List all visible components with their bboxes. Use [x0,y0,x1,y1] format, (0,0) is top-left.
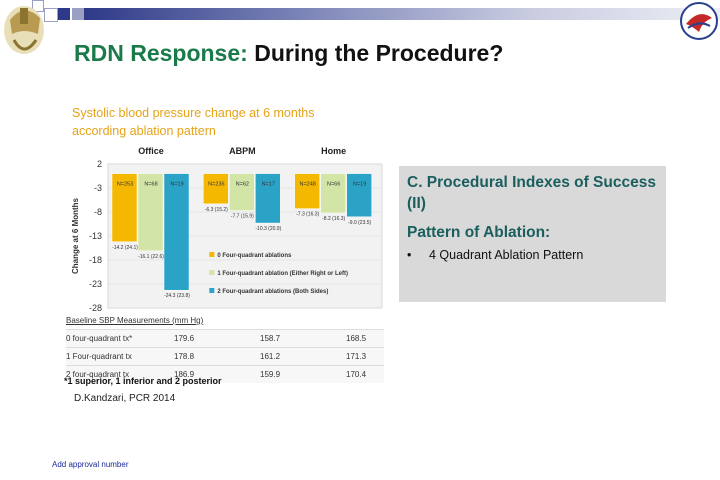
n-label: N=17 [262,182,275,188]
decor-square [44,8,58,22]
category-label: ABPM [229,146,256,156]
n-label: N=236 [208,182,224,188]
n-label: N=19 [353,182,366,188]
citation: D.Kandzari, PCR 2014 [74,393,176,404]
row-label: 1 Four-quadrant tx [66,352,132,361]
panel-bullet: • 4 Quadrant Ablation Pattern [407,248,583,262]
decor-square [32,0,44,12]
data-label: -6.3 (15.2) [205,207,228,213]
y-tick-label: -28 [89,303,102,313]
n-label: N=66 [327,182,340,188]
cell-office: 178.8 [174,352,195,361]
n-label: N=68 [144,182,157,188]
cell-abpm: 158.7 [260,334,281,343]
legend-label: 1 Four-quadrant ablation (Either Right o… [217,271,348,277]
cell-office: 179.6 [174,334,195,343]
cell-home: 171.3 [346,352,367,361]
n-label: N=248 [299,182,315,188]
y-tick-label: -18 [89,255,102,265]
y-axis-label: Change at 6 Months [71,197,80,274]
table-row: 2 four-quadrant tx 186.9 159.9 170.4 [66,365,384,383]
info-panel: C. Procedural Indexes of Success (II) Pa… [399,166,666,302]
n-label: N=19 [170,182,183,188]
cell-abpm: 159.9 [260,370,281,379]
data-label: -8.2 (16.3) [322,216,345,222]
data-label: -14.2 (24.1) [112,245,138,251]
bar [346,173,372,218]
legend-label: 0 Four-quadrant ablations [217,253,292,259]
bar [137,173,164,252]
cell-office: 186.9 [174,370,195,379]
row-label: 0 four-quadrant tx* [66,334,133,343]
data-label: -7.3 (16.3) [296,212,319,218]
row-label: 2 four-quadrant tx [66,370,130,379]
y-tick-label: -13 [89,231,102,241]
slide-title-main: During the Procedure? [254,40,504,66]
bar [203,173,229,205]
category-label: Home [321,146,346,156]
cell-home: 168.5 [346,334,367,343]
bar [320,173,346,214]
helmet-logo-icon [4,6,44,54]
decor-gradient-bar [84,8,720,20]
legend-swatch [209,270,215,275]
approval-note: Add approval number [52,460,129,469]
data-label: -9.0 (23.5) [348,220,371,226]
cell-abpm: 161.2 [260,352,281,361]
legend-swatch [209,288,215,293]
y-tick-label: -23 [89,279,102,289]
panel-bullet-text: 4 Quadrant Ablation Pattern [429,248,584,262]
data-label: -16.1 (22.6) [138,254,164,260]
bar-chart: 2 -3 -8 -13 -18 -23 -28 Change at 6 Months Offic… [71,146,383,313]
decor-square [58,8,70,20]
y-tick-label: -3 [94,183,102,193]
bar [294,173,320,209]
y-tick-label: 2 [97,159,102,169]
footnote: *1 superior, 1 inferior and 2 posterior [64,376,222,386]
baseline-table: Baseline SBP Measurements (mm Hg) 0 four… [66,316,384,383]
bar [111,173,138,243]
data-label: -7.7 (15.9) [231,214,254,220]
bar [163,173,190,291]
panel-heading: C. Procedural Indexes of Success (II) [407,174,656,212]
n-label: N=62 [236,182,249,188]
baseline-table-header: Baseline SBP Measurements (mm Hg) [66,316,204,325]
table-row: 0 four-quadrant tx* 179.6 158.7 168.5 [66,329,384,347]
cell-home: 170.4 [346,370,367,379]
bar [255,173,281,224]
category-label: Office [138,146,164,156]
bullet-icon: • [407,248,412,262]
bar [229,173,255,211]
slide-title: RDN Response: During the Procedure? [74,40,503,67]
n-label: N=253 [117,182,133,188]
table-row: 1 Four-quadrant tx 178.8 161.2 171.3 [66,347,384,365]
slide-title-prefix: RDN Response: [74,40,248,66]
chart-title: Systolic blood pressure change at 6 mont… [72,106,315,138]
decor-square [72,8,84,20]
data-label: -10.3 (20.9) [255,226,281,232]
society-logo-icon [680,2,718,40]
y-tick-label: -8 [94,207,102,217]
decorative-top-bar [0,0,720,22]
legend-swatch [209,252,215,257]
legend-label: 2 Four-quadrant ablations (Both Sides) [217,289,328,295]
data-label: -24.3 (23.8) [164,293,190,299]
panel-subheading: Pattern of Ablation: [407,224,551,241]
